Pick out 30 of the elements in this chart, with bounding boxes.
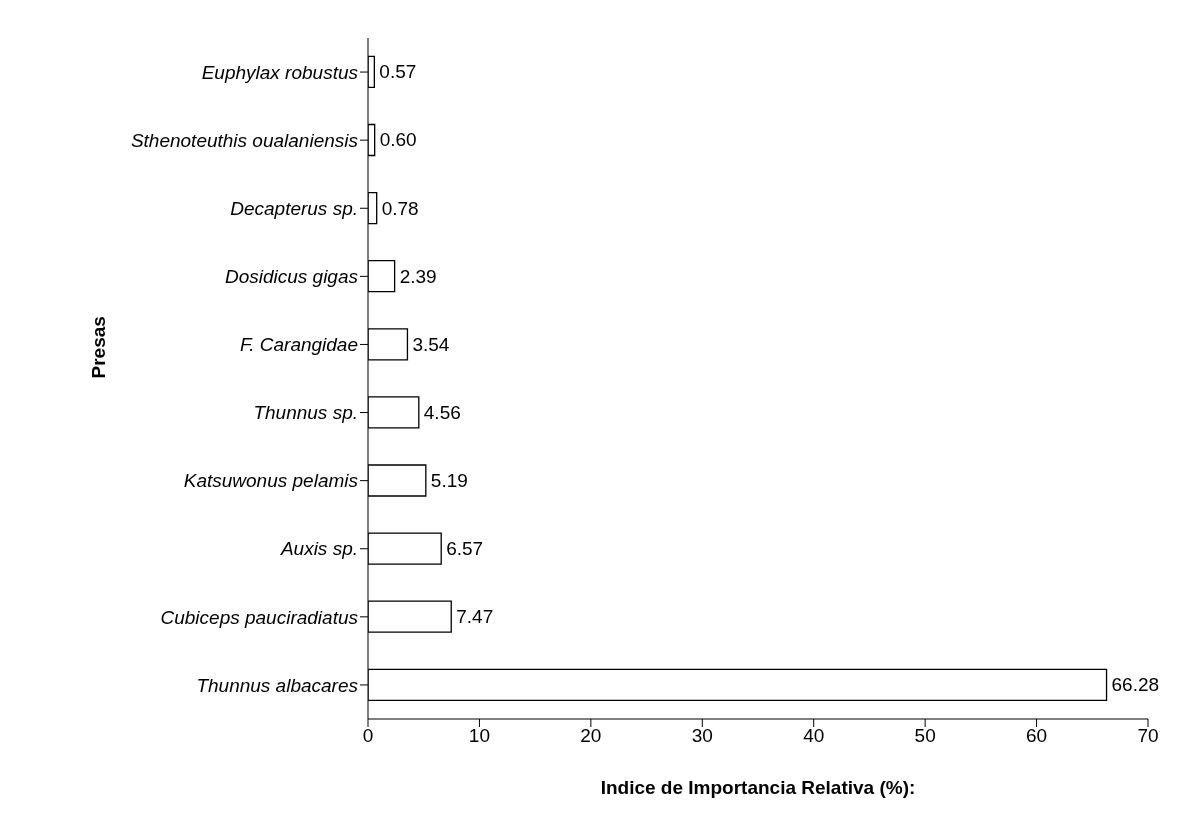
- data-label: 0.78: [381, 197, 419, 219]
- x-tick-label: 20: [580, 725, 602, 747]
- y-tick-label: Dosidicus gigas: [224, 266, 359, 288]
- x-tick-label: 50: [914, 725, 936, 747]
- x-tick-label: 40: [803, 725, 825, 747]
- y-tick-label: Decapterus sp.: [230, 197, 358, 219]
- data-label: 5.19: [430, 469, 468, 491]
- y-tick-label: Thunnus sp.: [253, 402, 358, 424]
- x-tick-label: 10: [468, 725, 490, 747]
- x-tick-label: 60: [1026, 725, 1048, 747]
- y-tick-label: F. Carangidae: [240, 334, 358, 356]
- x-tick-label: 0: [362, 725, 374, 747]
- data-label: 0.60: [379, 129, 417, 151]
- y-tick-label: Thunnus albacares: [196, 674, 359, 696]
- data-label: 3.54: [412, 333, 450, 355]
- data-label: 2.39: [399, 265, 437, 287]
- y-tick-label: Sthenoteuthis oualaniensis: [130, 129, 359, 151]
- data-label: 0.57: [379, 61, 417, 83]
- y-tick-label: Euphylax robustus: [201, 61, 359, 83]
- x-tick-label: 30: [691, 725, 713, 747]
- x-axis-title: Indice de Importancia Relativa (%):: [600, 777, 916, 798]
- y-tick-label: Cubiceps pauciradiatus: [160, 606, 359, 628]
- x-tick-label: 70: [1137, 725, 1159, 747]
- y-tick-label: Katsuwonus pelamis: [183, 470, 359, 492]
- data-label: 4.56: [423, 401, 461, 423]
- y-axis-title: Presas: [87, 316, 109, 379]
- data-label: 6.57: [446, 538, 484, 560]
- y-tick-label: Auxis sp.: [279, 538, 358, 560]
- data-label: 66.28: [1111, 674, 1160, 696]
- data-label: 7.47: [456, 606, 494, 628]
